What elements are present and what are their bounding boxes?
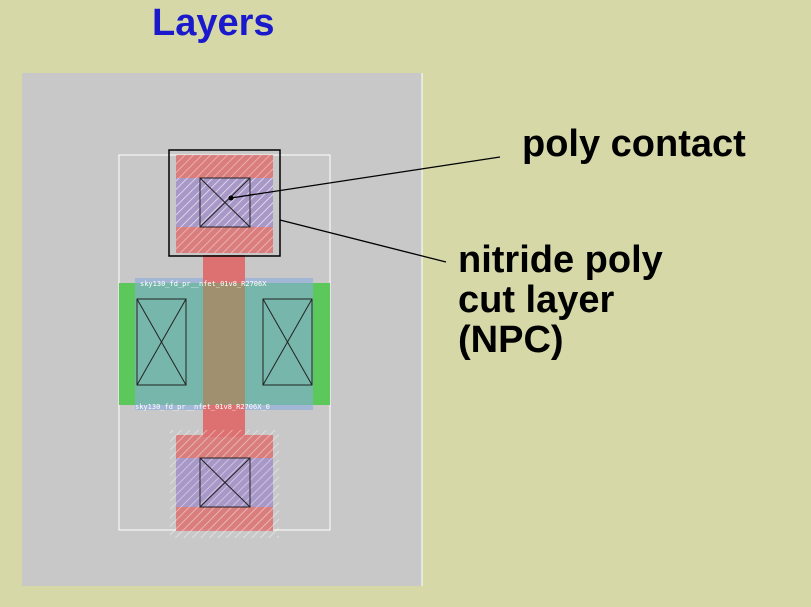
bottom-contact-via-x2 bbox=[199, 457, 251, 508]
cell-label-bottom: sky130_fd_pr__nfet_01v8_R2706X_0 bbox=[135, 403, 270, 411]
poly-contact-leader-dot bbox=[228, 195, 234, 201]
diff-contact-left bbox=[136, 298, 187, 386]
npc-callout-line-2: cut layer bbox=[458, 279, 615, 321]
poly-contact-callout: poly contact bbox=[522, 123, 746, 165]
cell-label-top: sky130_fd_pr__nfet_01v8_R2706X bbox=[140, 280, 267, 288]
poly-contact-leader bbox=[230, 156, 501, 199]
npc-callout-line-1: nitride poly bbox=[458, 239, 663, 281]
slide-title: Layers bbox=[152, 2, 275, 44]
top-pad-hatch-overlay bbox=[176, 155, 273, 253]
implant-left bbox=[135, 278, 203, 410]
npc-leader bbox=[279, 219, 447, 263]
npc-callout-line-3: (NPC) bbox=[458, 319, 564, 361]
npc-callout: nitride poly cut layer (NPC) bbox=[458, 240, 663, 360]
poly-contact-via-x2 bbox=[199, 177, 251, 228]
bottom-contact-via bbox=[199, 457, 251, 508]
implant-right bbox=[245, 278, 313, 410]
npc-outline bbox=[168, 149, 281, 257]
bottom-pad-hatch bbox=[170, 430, 279, 538]
diff-contact-right bbox=[262, 298, 313, 386]
poly-contact-via bbox=[199, 177, 251, 228]
gate-channel bbox=[203, 283, 245, 405]
diff-contact-right-x2 bbox=[262, 298, 313, 386]
diff-contact-left-x2 bbox=[136, 298, 187, 386]
